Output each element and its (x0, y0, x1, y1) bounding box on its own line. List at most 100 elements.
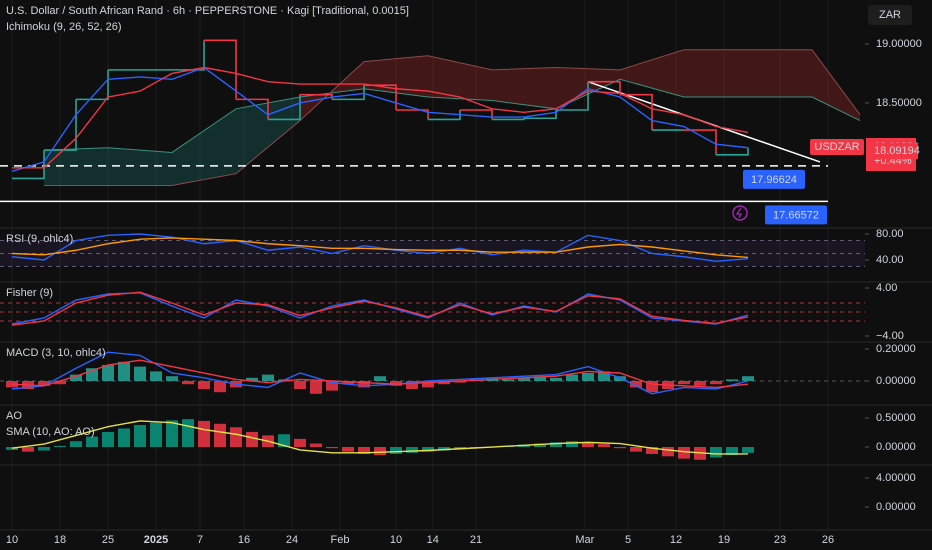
pane-title: MACD (3, 10, ohlc4) (6, 347, 106, 359)
histogram-bar (710, 447, 722, 458)
pane-title: AO (6, 410, 22, 422)
histogram-bar (262, 374, 274, 382)
histogram-bar (406, 447, 418, 453)
indicator-line (11, 237, 749, 259)
y-tick-label: 4.00000 (876, 472, 916, 484)
kagi-segment (204, 39, 237, 100)
histogram-bar (182, 381, 194, 385)
y-tick-label: 0.00000 (876, 375, 916, 387)
histogram-bar (118, 428, 130, 448)
prev-price-pill (866, 143, 918, 160)
histogram-bar (678, 381, 690, 385)
histogram-bar (358, 381, 370, 388)
histogram-bar (326, 381, 338, 391)
histogram-bar (422, 447, 434, 452)
x-tick-label: 10 (390, 534, 402, 546)
histogram-bar (726, 379, 738, 382)
histogram-bar (118, 361, 130, 382)
prev-price-label: 18.09194 (874, 145, 920, 157)
histogram-bar (390, 381, 402, 386)
y-tick-label: 0.50000 (876, 412, 916, 424)
histogram-bar (390, 447, 402, 454)
histogram-bar (550, 377, 562, 382)
indicator-line (11, 233, 749, 263)
kagi-segment (460, 109, 493, 120)
x-tick-label: 16 (238, 534, 250, 546)
cloud-segment (492, 67, 556, 109)
indicator-line (12, 66, 749, 169)
x-tick-label: 19 (718, 534, 730, 546)
histogram-bar (166, 376, 178, 382)
histogram-bar (694, 381, 706, 386)
y-tick-label: 4.00 (876, 282, 897, 294)
histogram-bar (502, 379, 514, 382)
y-tick-label: 18.50000 (876, 97, 922, 109)
y-tick-label: 0.00000 (876, 501, 916, 513)
alert-icon (732, 205, 748, 221)
histogram-bar (630, 381, 642, 388)
level-pill (765, 205, 827, 225)
kagi-segment (300, 93, 333, 100)
currency-label[interactable]: ZAR (879, 9, 901, 21)
histogram-bar (294, 381, 306, 390)
histogram-bar (310, 443, 322, 448)
histogram-bar (278, 434, 290, 448)
histogram-bar (678, 447, 690, 459)
histogram-bar (646, 381, 658, 393)
pane-subtitle: Ichimoku (9, 26, 52, 26) (6, 21, 122, 33)
x-tick-label: 23 (774, 534, 786, 546)
histogram-bar (134, 424, 146, 448)
kagi-segment (684, 129, 717, 155)
pane-subtitle: SMA (10, AO: AO) (6, 426, 95, 438)
x-tick-label: 10 (6, 534, 18, 546)
histogram-bar (70, 441, 82, 448)
histogram-bar (598, 444, 610, 448)
indicator-line (11, 359, 749, 389)
histogram-bar (742, 376, 754, 382)
histogram-bar (310, 381, 322, 394)
histogram-bar (598, 371, 610, 382)
histogram-bar (294, 438, 306, 448)
x-tick-label: 14 (427, 534, 439, 546)
histogram-bar (518, 377, 530, 382)
histogram-bar (582, 373, 594, 382)
histogram-bar (150, 371, 162, 382)
kagi-segment (428, 109, 461, 121)
histogram-bar (230, 427, 242, 448)
histogram-bar (38, 447, 50, 451)
histogram-bar (566, 441, 578, 448)
histogram-bar (150, 422, 162, 448)
y-tick-label: 0.00000 (876, 441, 916, 453)
y-tick-label: 0.20000 (876, 343, 916, 355)
histogram-bar (614, 376, 626, 382)
kagi-segment (716, 147, 749, 156)
histogram-bar (614, 447, 626, 449)
histogram-bar (198, 420, 210, 448)
histogram-bar (662, 447, 674, 457)
histogram-bar (342, 381, 354, 385)
indicator-line (11, 291, 749, 326)
level-label: 17.96624 (751, 174, 797, 186)
y-tick-label: 80.00 (876, 228, 904, 240)
histogram-bar (134, 366, 146, 382)
indicator-line (11, 66, 749, 173)
currency-button[interactable] (868, 5, 912, 25)
kagi-segment (172, 40, 205, 71)
x-tick-label: 21 (470, 534, 482, 546)
x-tick-label: Feb (331, 534, 350, 546)
histogram-bar (182, 419, 194, 448)
cloud-edge (43, 78, 861, 153)
pane-title: U.S. Dollar / South African Rand · 6h · … (6, 5, 409, 17)
x-tick-label: 25 (102, 534, 114, 546)
kagi-segment (620, 93, 653, 131)
kagi-segment (396, 109, 429, 120)
histogram-bar (358, 447, 370, 454)
kagi-segment (12, 150, 45, 180)
cloud-segment (428, 55, 492, 101)
histogram-bar (646, 447, 658, 454)
y-tick-label: 19.00000 (876, 38, 922, 50)
y-tick-label: −4.00 (876, 330, 904, 342)
x-tick-label: 26 (822, 534, 834, 546)
histogram-bar (726, 447, 738, 456)
